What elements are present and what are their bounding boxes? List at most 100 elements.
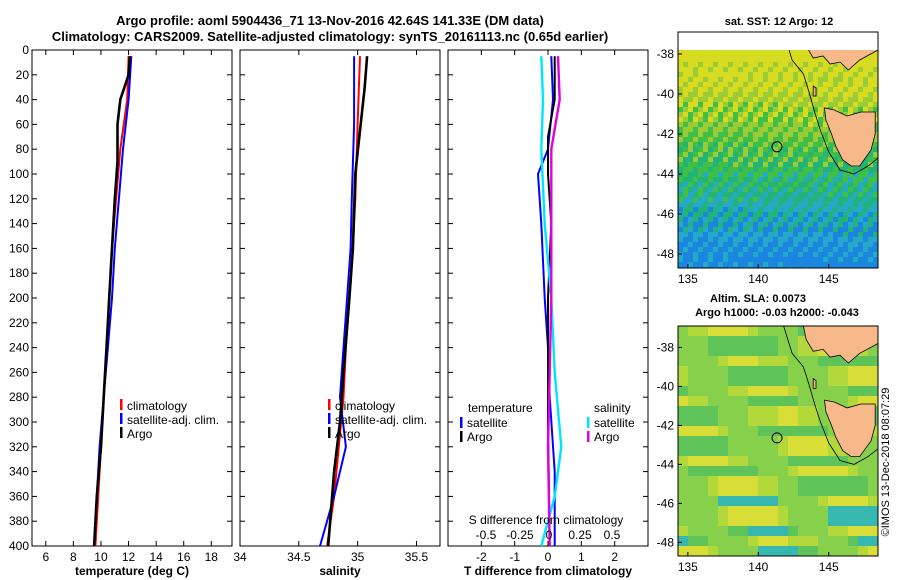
- map-cell: [818, 82, 823, 87]
- map-cell: [803, 137, 808, 142]
- map-cell: [773, 247, 778, 252]
- map-cell: [858, 546, 868, 556]
- map-cell: [803, 42, 808, 47]
- map-cell: [718, 97, 723, 102]
- map-cell: [738, 112, 743, 117]
- map-cell: [798, 212, 803, 217]
- map-cell: [773, 237, 778, 242]
- map-cell: [753, 87, 758, 92]
- map-cell: [718, 247, 723, 252]
- map-cell: [713, 172, 718, 177]
- map-cell: [718, 197, 723, 202]
- map-cell: [833, 87, 838, 92]
- map-cell: [758, 107, 763, 112]
- map-cell: [703, 67, 708, 72]
- map-cell: [753, 147, 758, 152]
- map-cell: [678, 466, 688, 476]
- map-cell: [698, 50, 703, 52]
- map-cell: [793, 107, 798, 112]
- map-cell: [683, 72, 688, 77]
- map-cell: [853, 97, 858, 102]
- map-cell: [818, 262, 823, 267]
- map-cell: [773, 172, 778, 177]
- map-cell: [828, 526, 838, 536]
- map-cell: [728, 82, 733, 87]
- map-cell: [688, 237, 693, 242]
- map-cell: [753, 242, 758, 247]
- map-cell: [723, 77, 728, 82]
- map-cell: [743, 122, 748, 127]
- map-cell: [768, 50, 773, 52]
- map-cell: [743, 197, 748, 202]
- series-line-s-argo: [546, 56, 561, 546]
- map-cell: [723, 127, 728, 132]
- map-cell: [778, 326, 788, 336]
- map-cell: [748, 456, 758, 466]
- map-cell: [818, 67, 823, 72]
- map-cell: [698, 546, 708, 556]
- map-cell: [728, 127, 733, 132]
- map-cell: [778, 416, 788, 426]
- map-cell: [743, 162, 748, 167]
- map-cell: [823, 92, 828, 97]
- map-cell: [833, 62, 838, 67]
- map-cell: [753, 252, 758, 257]
- map-cell: [803, 82, 808, 87]
- map-cell: [788, 157, 793, 162]
- map-cell: [723, 152, 728, 157]
- map-cell: [808, 172, 813, 177]
- map-cell: [808, 187, 813, 192]
- map-cell: [843, 107, 848, 112]
- map-cell: [698, 406, 708, 416]
- map-cell: [738, 157, 743, 162]
- map-cell: [698, 82, 703, 87]
- map-cell: [738, 137, 743, 142]
- map-cell: [768, 182, 773, 187]
- map-cell: [828, 456, 838, 466]
- map-cell: [833, 242, 838, 247]
- map-cell: [763, 32, 768, 37]
- map-cell: [703, 87, 708, 92]
- map-cell: [768, 57, 773, 62]
- map-cell: [763, 97, 768, 102]
- map-cell: [868, 366, 878, 376]
- map-cell: [798, 67, 803, 72]
- map-cell: [743, 257, 748, 262]
- map-cell: [873, 82, 878, 87]
- map-cell: [753, 212, 758, 217]
- map-cell: [758, 217, 763, 222]
- map-cell: [758, 197, 763, 202]
- map-cell: [833, 182, 838, 187]
- map-cell: [758, 102, 763, 107]
- map-cell: [858, 182, 863, 187]
- map-cell: [808, 546, 818, 556]
- map-cell: [833, 92, 838, 97]
- map-cell: [858, 42, 863, 47]
- map-cell: [758, 177, 763, 182]
- map-cell: [848, 32, 853, 37]
- map-cell: [683, 207, 688, 212]
- map-cell: [683, 32, 688, 37]
- map-cell: [783, 92, 788, 97]
- map-cell: [818, 207, 823, 212]
- map-cell: [788, 376, 798, 386]
- map-cell: [813, 132, 818, 137]
- map-cell: [808, 366, 818, 376]
- map-cell: [838, 162, 843, 167]
- map-cell: [798, 147, 803, 152]
- map-cell: [838, 536, 848, 546]
- map-cell: [763, 172, 768, 177]
- map-cell: [693, 242, 698, 247]
- map-cell: [728, 476, 738, 486]
- map-cell: [773, 102, 778, 107]
- map-cell: [748, 526, 758, 536]
- map-cell: [853, 202, 858, 207]
- map-cell: [793, 177, 798, 182]
- map-cell: [853, 252, 858, 257]
- map-cell: [803, 232, 808, 237]
- map-cell: [678, 406, 688, 416]
- map-cell: [873, 97, 878, 102]
- map-cell: [683, 97, 688, 102]
- map-cell: [798, 546, 808, 556]
- map-cell: [868, 546, 878, 556]
